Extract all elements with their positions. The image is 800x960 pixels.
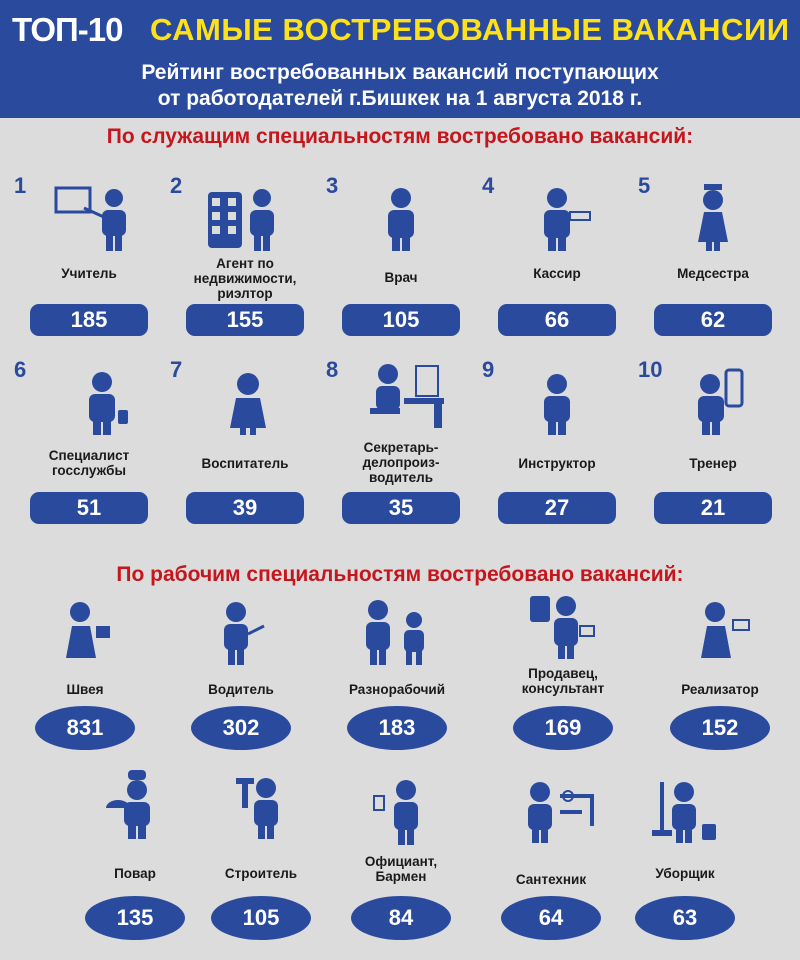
vacancy-count: 35 bbox=[342, 492, 460, 524]
worker-card: Разнорабочий 183 bbox=[322, 596, 472, 756]
vacancy-count: 64 bbox=[501, 896, 601, 940]
worker-card: Строитель 105 bbox=[186, 770, 336, 940]
job-label: Врач bbox=[384, 270, 418, 285]
office-card: 5 Медсестра 62 bbox=[638, 174, 788, 340]
rank-number: 4 bbox=[482, 173, 495, 198]
educator-icon bbox=[190, 366, 300, 436]
office-card: 6 Специалист госслужбы 51 bbox=[14, 358, 164, 524]
rank-number: 2 bbox=[170, 173, 183, 198]
seller-icon bbox=[665, 596, 775, 666]
vacancy-count: 155 bbox=[186, 304, 304, 336]
vacancy-count: 105 bbox=[342, 304, 460, 336]
job-label: Продавец, консультант bbox=[521, 666, 605, 696]
vacancy-count: 39 bbox=[186, 492, 304, 524]
rank-number: 8 bbox=[326, 357, 339, 382]
worker-card: Повар 135 bbox=[60, 770, 210, 940]
vacancy-count: 66 bbox=[498, 304, 616, 336]
job-label: Тренер bbox=[689, 456, 737, 471]
vacancy-count: 831 bbox=[35, 706, 135, 750]
workers-section-title: По рабочим специальностям востребовано в… bbox=[116, 563, 684, 586]
worker-card: Водитель 302 bbox=[166, 596, 316, 756]
cleaner-icon bbox=[630, 776, 740, 846]
rank-number: 10 bbox=[638, 357, 663, 382]
coach-icon bbox=[658, 366, 768, 436]
vacancy-count: 105 bbox=[211, 896, 311, 940]
worker-card: Сантехник 64 bbox=[476, 776, 626, 940]
office-card: 10 Тренер 21 bbox=[638, 358, 788, 524]
job-label: Учитель bbox=[61, 266, 117, 281]
vacancy-count: 183 bbox=[347, 706, 447, 750]
office-card: 7 Воспитатель 39 bbox=[170, 358, 320, 524]
rank-number: 6 bbox=[14, 357, 27, 382]
vacancy-count: 169 bbox=[513, 706, 613, 750]
salesperson-icon bbox=[508, 590, 618, 660]
job-label: Водитель bbox=[208, 682, 274, 697]
instructor-icon bbox=[502, 366, 612, 436]
job-label: Официант, Бармен bbox=[364, 854, 438, 884]
vacancy-count: 135 bbox=[85, 896, 185, 940]
doctor-icon bbox=[346, 182, 456, 252]
office-card: 8 Секретарь- делопроиз- водитель 35 bbox=[326, 358, 476, 524]
cook-icon bbox=[80, 770, 190, 840]
job-label: Реализатор bbox=[681, 682, 759, 697]
teacher-icon bbox=[34, 182, 144, 252]
job-label: Повар bbox=[114, 866, 156, 881]
waiter-icon bbox=[346, 776, 456, 846]
office-card: 4 Кассир 66 bbox=[482, 174, 632, 340]
laborer-icon bbox=[342, 596, 452, 666]
job-label: Швея bbox=[66, 682, 104, 697]
header-banner: ТОП-10 САМЫЕ ВОСТРЕБОВАННЫЕ ВАКАНСИИ Рей… bbox=[0, 0, 800, 118]
rank-number: 3 bbox=[326, 173, 339, 198]
vacancy-count: 51 bbox=[30, 492, 148, 524]
vacancy-count: 63 bbox=[635, 896, 735, 940]
job-label: Агент по недвижимости, риэлтор bbox=[193, 256, 297, 301]
secretary-icon bbox=[346, 360, 456, 430]
seamstress-icon bbox=[30, 596, 140, 666]
driver-icon bbox=[186, 596, 296, 666]
page-title: САМЫЕ ВОСТРЕБОВАННЫЕ ВАКАНСИИ bbox=[150, 12, 790, 47]
job-label: Медсестра bbox=[677, 266, 749, 281]
cashier-icon bbox=[502, 182, 612, 252]
nurse-icon bbox=[658, 182, 768, 252]
office-section-title: По служащим специальностям востребовано … bbox=[106, 125, 694, 148]
vacancy-count: 21 bbox=[654, 492, 772, 524]
vacancy-count: 62 bbox=[654, 304, 772, 336]
worker-card: Продавец, консультант 169 bbox=[488, 590, 638, 756]
job-label: Специалист госслужбы bbox=[48, 448, 130, 478]
worker-card: Официант, Бармен 84 bbox=[326, 776, 476, 940]
job-label: Кассир bbox=[533, 266, 581, 281]
rank-number: 1 bbox=[14, 173, 27, 198]
vacancy-count: 27 bbox=[498, 492, 616, 524]
civil-servant-icon bbox=[34, 366, 144, 436]
job-label: Строитель bbox=[224, 866, 298, 881]
worker-card: Реализатор 152 bbox=[645, 596, 795, 756]
plumber-icon bbox=[496, 776, 606, 846]
job-label: Разнорабочий bbox=[348, 682, 446, 697]
office-card: 1 Учитель 185 bbox=[14, 174, 164, 340]
job-label: Уборщик bbox=[655, 866, 715, 881]
vacancy-count: 185 bbox=[30, 304, 148, 336]
rank-number: 9 bbox=[482, 357, 495, 382]
vacancy-count: 152 bbox=[670, 706, 770, 750]
rank-number: 5 bbox=[638, 173, 651, 198]
job-label: Инструктор bbox=[518, 456, 596, 471]
top10-badge: ТОП-10 bbox=[12, 11, 123, 48]
office-card: 9 Инструктор 27 bbox=[482, 358, 632, 524]
rank-number: 7 bbox=[170, 357, 183, 382]
page-subtitle: Рейтинг востребованных вакансий поступаю… bbox=[141, 61, 659, 110]
job-label: Секретарь- делопроиз- водитель bbox=[362, 440, 440, 485]
office-card: 2 Агент по недвижимости, риэлтор 155 bbox=[170, 174, 320, 340]
vacancy-count: 84 bbox=[351, 896, 451, 940]
realtor-icon bbox=[190, 182, 300, 252]
job-label: Сантехник bbox=[515, 872, 587, 887]
builder-icon bbox=[206, 770, 316, 840]
vacancy-count: 302 bbox=[191, 706, 291, 750]
office-card: 3 Врач 105 bbox=[326, 174, 476, 340]
job-label: Воспитатель bbox=[201, 456, 289, 471]
worker-card: Швея 831 bbox=[10, 596, 160, 756]
worker-card: Уборщик 63 bbox=[610, 776, 760, 940]
